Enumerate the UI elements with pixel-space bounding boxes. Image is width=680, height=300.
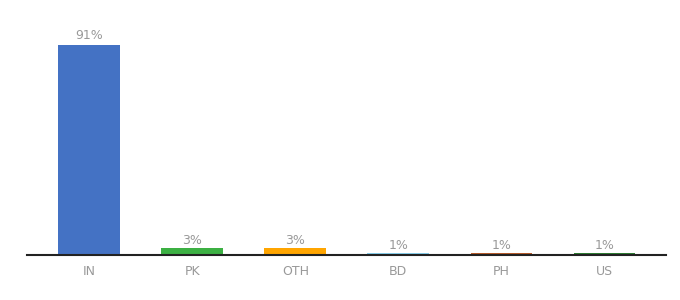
Bar — [265, 248, 326, 255]
Text: 1%: 1% — [492, 238, 511, 251]
Text: 1%: 1% — [594, 238, 615, 251]
Bar — [367, 253, 429, 255]
Text: 3%: 3% — [286, 234, 305, 247]
Text: 3%: 3% — [182, 234, 202, 247]
Bar — [471, 253, 532, 255]
Bar — [574, 253, 636, 255]
Bar — [58, 45, 120, 255]
Text: 91%: 91% — [75, 29, 103, 43]
Bar — [161, 248, 223, 255]
Text: 1%: 1% — [388, 238, 408, 251]
